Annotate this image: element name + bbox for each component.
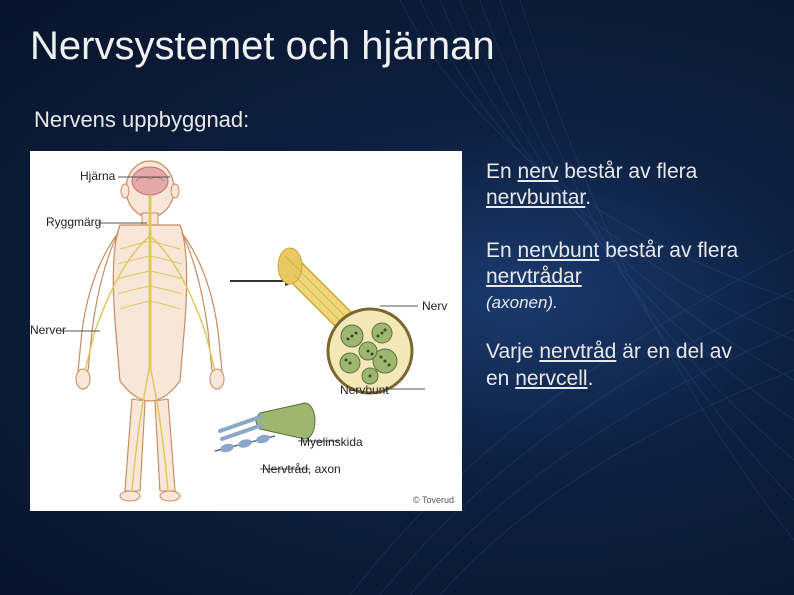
label-nerver: Nerver xyxy=(30,323,66,337)
p2-nervtradar: nervtrådar xyxy=(486,265,582,288)
label-myelinskida: Myelinskida xyxy=(300,435,363,449)
p2-axonen: (axonen). xyxy=(486,292,754,313)
content-row: Hjärna Ryggmärg Nerver Nerv Nervbunt Mye… xyxy=(30,151,764,511)
slide-container: Nervsystemet och hjärnan Nervens uppbygg… xyxy=(0,0,794,595)
p1-text-e: . xyxy=(585,186,591,209)
label-hjarna: Hjärna xyxy=(80,169,115,183)
slide-subtitle: Nervens uppbyggnad: xyxy=(34,107,764,133)
p3-nervcell: nervcell xyxy=(515,367,587,390)
paragraph-3: Varje nervtråd är en del av en nervcell. xyxy=(486,339,754,392)
label-nervbunt: Nervbunt xyxy=(340,383,389,397)
p2-nervbunt: nervbunt xyxy=(518,239,600,262)
text-column: En nerv består av flera nervbuntar. En n… xyxy=(486,151,764,511)
paragraph-2: En nervbunt består av flera nervtrådar (… xyxy=(486,238,754,314)
p2-text-c: består av flera xyxy=(599,239,738,262)
p3-nervtrad: nervtråd xyxy=(539,340,616,363)
p1-nerv: nerv xyxy=(518,160,559,183)
p1-nervbuntar: nervbuntar xyxy=(486,186,585,209)
p1-text-c: består av flera xyxy=(558,160,697,183)
nerve-cross-section xyxy=(328,309,412,393)
slide-title: Nervsystemet och hjärnan xyxy=(30,24,764,69)
p2-text-a: En xyxy=(486,239,518,262)
nerve-diagram: Hjärna Ryggmärg Nerver Nerv Nervbunt Mye… xyxy=(30,151,462,511)
label-nervtrad: Nervtråd, axon xyxy=(262,462,341,476)
p3-text-a: Varje xyxy=(486,340,539,363)
p3-text-e: . xyxy=(588,367,594,390)
label-ryggmarg: Ryggmärg xyxy=(46,215,101,229)
p1-text-a: En xyxy=(486,160,518,183)
label-nerv: Nerv xyxy=(422,299,447,313)
diagram-copyright: © Toverud xyxy=(413,495,454,505)
diagram-svg xyxy=(30,151,462,511)
paragraph-1: En nerv består av flera nervbuntar. xyxy=(486,159,754,212)
